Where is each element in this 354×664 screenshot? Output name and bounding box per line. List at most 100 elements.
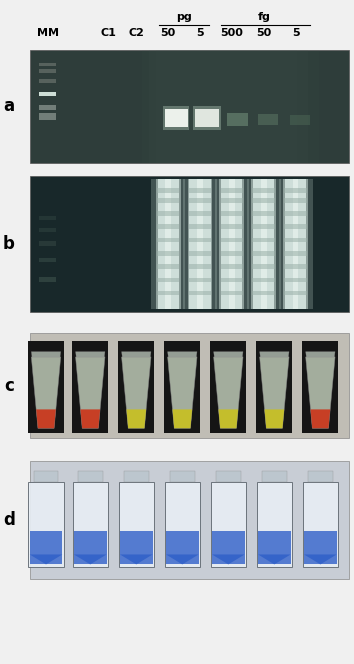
Bar <box>221 224 243 229</box>
Text: 50: 50 <box>256 27 272 38</box>
Polygon shape <box>264 410 284 428</box>
Bar <box>165 109 188 127</box>
Polygon shape <box>31 352 61 357</box>
Text: 50: 50 <box>160 27 176 38</box>
Bar <box>149 50 308 163</box>
Polygon shape <box>30 554 62 564</box>
Polygon shape <box>168 357 197 428</box>
Bar <box>227 113 248 126</box>
Bar <box>221 291 243 295</box>
Bar <box>39 63 56 66</box>
Bar <box>30 333 349 438</box>
Bar <box>293 179 298 309</box>
Bar <box>252 291 275 295</box>
Bar <box>156 179 181 309</box>
Bar <box>157 188 179 193</box>
Bar <box>221 264 243 269</box>
Bar <box>197 179 203 309</box>
Bar <box>193 106 221 130</box>
Bar <box>28 482 64 567</box>
Bar <box>189 238 211 242</box>
Bar <box>229 179 235 309</box>
Polygon shape <box>258 554 291 564</box>
Bar <box>189 198 211 203</box>
Bar <box>221 238 243 242</box>
Bar <box>304 531 337 564</box>
Bar <box>284 251 307 256</box>
Polygon shape <box>122 352 151 357</box>
Polygon shape <box>214 352 243 357</box>
Bar <box>219 179 244 309</box>
Bar <box>302 341 338 433</box>
Bar <box>189 278 211 282</box>
Text: MM: MM <box>37 27 59 38</box>
Bar <box>157 291 179 295</box>
Bar <box>39 113 56 120</box>
Bar <box>165 341 200 433</box>
Bar <box>221 251 243 256</box>
Bar <box>30 176 349 312</box>
Bar <box>252 211 275 216</box>
Bar <box>189 264 211 269</box>
Bar <box>195 109 219 127</box>
Polygon shape <box>310 410 330 428</box>
Bar <box>39 69 56 73</box>
Bar <box>189 179 211 309</box>
Text: b: b <box>3 235 15 253</box>
Bar <box>39 228 56 232</box>
Text: 500: 500 <box>221 27 243 38</box>
Bar <box>252 238 275 242</box>
Bar <box>157 278 179 282</box>
Bar <box>119 482 154 567</box>
Bar <box>72 341 108 433</box>
Polygon shape <box>218 410 238 428</box>
Text: d: d <box>3 511 15 529</box>
Bar <box>157 264 179 269</box>
Bar <box>210 341 246 433</box>
Bar <box>142 50 319 163</box>
Bar <box>252 224 275 229</box>
Bar <box>170 471 195 482</box>
Bar <box>290 115 310 125</box>
Bar <box>252 198 275 203</box>
Polygon shape <box>259 352 289 357</box>
Bar <box>258 114 278 125</box>
Bar <box>39 241 56 246</box>
Bar <box>120 531 153 564</box>
Bar <box>157 251 179 256</box>
Text: C2: C2 <box>129 27 144 38</box>
Bar <box>39 79 56 83</box>
Polygon shape <box>126 410 146 428</box>
Bar <box>39 92 56 96</box>
Polygon shape <box>120 554 153 564</box>
Bar <box>189 291 211 295</box>
Bar <box>262 471 287 482</box>
Bar <box>256 341 292 433</box>
Bar <box>165 179 171 309</box>
Bar <box>284 211 307 216</box>
Bar <box>28 341 64 433</box>
Bar <box>251 179 276 309</box>
Bar <box>39 105 56 110</box>
Bar <box>215 179 249 309</box>
Polygon shape <box>172 410 192 428</box>
Text: a: a <box>3 97 15 116</box>
Polygon shape <box>212 554 245 564</box>
Polygon shape <box>122 357 151 428</box>
Bar <box>78 471 103 482</box>
Bar <box>30 461 349 579</box>
Polygon shape <box>306 357 335 428</box>
Bar <box>285 179 306 309</box>
Bar <box>189 224 211 229</box>
Bar <box>188 179 212 309</box>
Bar <box>284 224 307 229</box>
Bar <box>30 50 349 163</box>
Bar <box>118 341 154 433</box>
Polygon shape <box>31 357 61 428</box>
Polygon shape <box>75 357 105 428</box>
Bar <box>166 531 199 564</box>
Bar <box>303 482 338 567</box>
Bar <box>212 531 245 564</box>
Bar <box>157 224 179 229</box>
Bar <box>39 277 56 282</box>
